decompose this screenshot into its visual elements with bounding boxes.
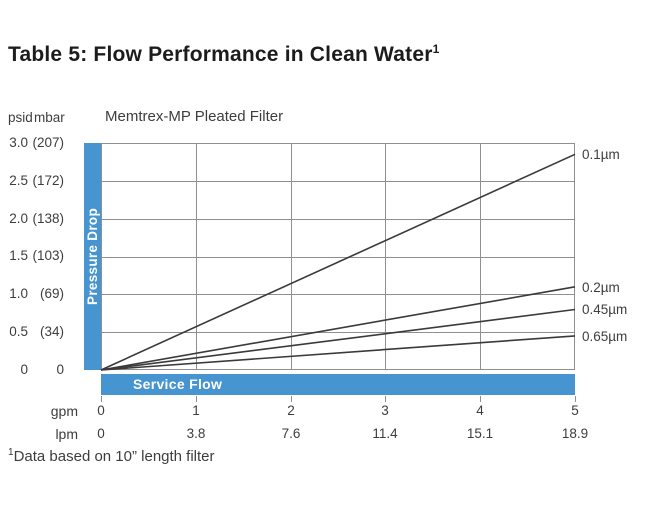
y-tick-psid: 3.0 xyxy=(9,135,28,150)
x-tick-lpm: 11.4 xyxy=(372,426,398,441)
x-tick-lpm: 7.6 xyxy=(281,426,301,441)
series-label-0-65um: 0.65µm xyxy=(582,329,628,344)
x-tick-lpm: 0 xyxy=(97,426,105,441)
y-tick-mbar: (103) xyxy=(32,248,64,263)
x-axis-unit-gpm: gpm xyxy=(50,403,78,419)
x-axis-tick-mark xyxy=(480,396,481,402)
x-tick-gpm: 0 xyxy=(97,403,105,418)
series-label-0-45um: 0.45µm xyxy=(582,302,628,317)
page-title-text: Table 5: Flow Performance in Clean Water xyxy=(8,43,433,66)
x-tick-lpm: 3.8 xyxy=(186,426,206,441)
y-tick-mbar: (138) xyxy=(32,211,64,226)
x-axis-tick-mark xyxy=(196,396,197,402)
footnote: 1Data based on 10” length filter xyxy=(8,447,215,465)
y-tick-row: 1.0 (69) xyxy=(0,286,64,302)
x-axis-tick-mark xyxy=(101,396,102,402)
x-tick-lpm: 15.1 xyxy=(466,426,494,441)
y-axis-label: Pressure Drop xyxy=(85,208,100,305)
y-tick-mbar: (172) xyxy=(32,173,64,188)
chart-title: Memtrex-MP Pleated Filter xyxy=(105,108,284,125)
y-tick-row: 2.0 (138) xyxy=(0,211,64,227)
y-tick-psid: 1.5 xyxy=(9,248,28,263)
x-axis-tick-mark xyxy=(575,396,576,402)
y-tick-psid: 0 xyxy=(20,362,28,377)
page-title: Table 5: Flow Performance in Clean Water… xyxy=(8,42,439,67)
footnote-superscript: 1 xyxy=(8,447,14,458)
y-tick-mbar: (34) xyxy=(39,324,64,339)
y-tick-psid: 0.5 xyxy=(9,324,28,339)
x-tick-gpm: 1 xyxy=(192,403,200,418)
page-title-superscript: 1 xyxy=(432,42,440,56)
x-axis-label: Service Flow xyxy=(133,376,223,392)
x-tick-lpm: 18.9 xyxy=(561,426,589,441)
y-tick-psid: 1.0 xyxy=(9,286,28,301)
x-axis-unit-lpm: lpm xyxy=(55,426,78,442)
x-axis-tick-mark xyxy=(385,396,386,402)
x-tick-gpm: 2 xyxy=(287,403,295,418)
y-axis-unit-mbar: mbar xyxy=(34,110,65,125)
y-axis-unit-psid: psid xyxy=(8,110,33,125)
y-tick-row: 1.5 (103) xyxy=(0,248,64,264)
plot-area xyxy=(100,143,576,371)
y-tick-row: 2.5 (172) xyxy=(0,173,64,189)
y-tick-mbar: 0 xyxy=(56,362,64,377)
x-tick-gpm: 3 xyxy=(381,403,389,418)
y-tick-mbar: (69) xyxy=(39,286,64,301)
x-tick-gpm: 4 xyxy=(476,403,484,418)
pressure-drop-axis-bar: Pressure Drop xyxy=(84,143,101,370)
y-tick-psid: 2.0 xyxy=(9,211,28,226)
y-tick-row: 3.0 (207) xyxy=(0,135,64,151)
x-axis-tick-mark xyxy=(291,396,292,402)
series-label-0-2um: 0.2µm xyxy=(582,280,620,295)
y-tick-row: 0.5 (34) xyxy=(0,324,64,340)
y-tick-mbar: (207) xyxy=(32,135,64,150)
footnote-text: Data based on 10” length filter xyxy=(13,448,215,465)
service-flow-axis-bar: Service Flow xyxy=(101,374,575,395)
x-tick-gpm: 5 xyxy=(571,403,579,418)
series-label-0-1um: 0.1µm xyxy=(582,147,620,162)
y-tick-psid: 2.5 xyxy=(9,173,28,188)
